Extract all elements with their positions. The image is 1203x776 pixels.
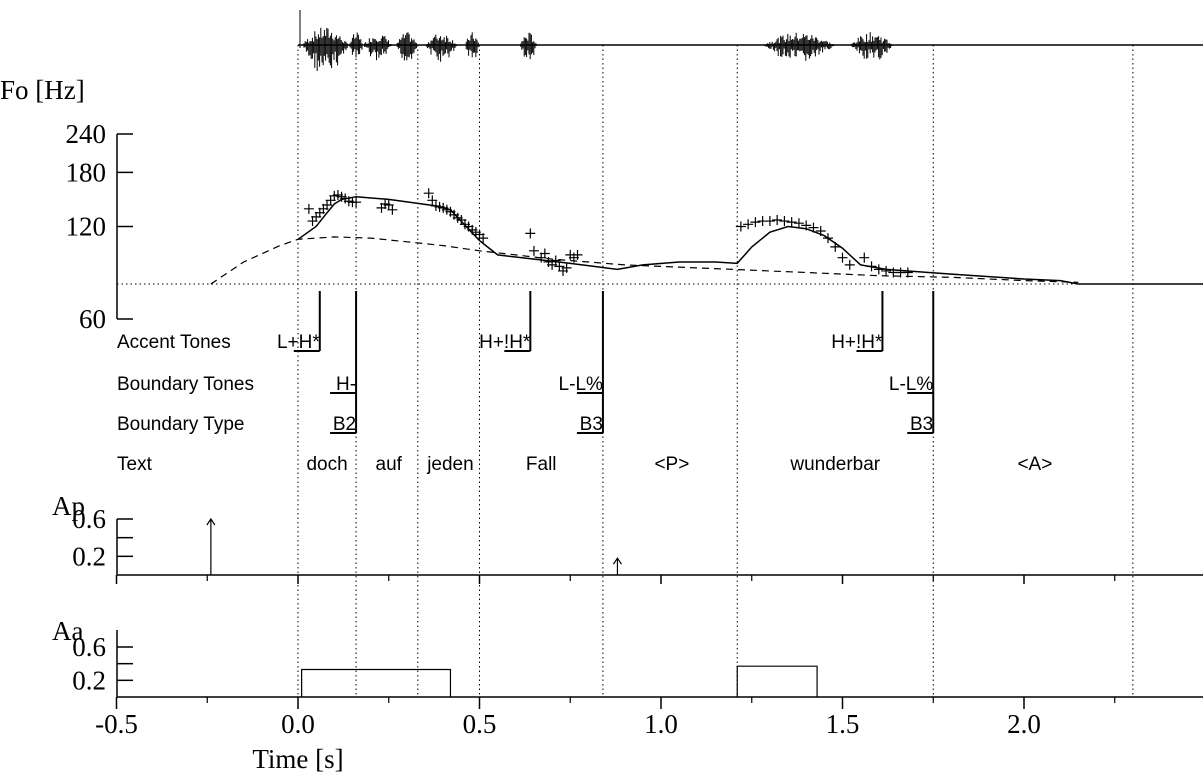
ap-impulse-arrowhead [206,517,216,526]
measured-f0-point [743,219,754,230]
f0-y-axis: 240 180 120 60 [66,119,133,334]
measured-f0-point [837,252,848,263]
waveform-segment [302,27,349,71]
accent-tone-label: H+!H* [479,332,531,353]
measured-f0-point [902,267,913,278]
speech-waveform [298,10,1203,71]
ap-impulse-arrowhead [612,557,622,565]
measured-f0-point [735,221,746,232]
measured-f0-point [351,197,362,208]
x-tick-label: 0.0 [281,709,315,739]
measured-f0-point [772,214,783,225]
measured-f0-point [427,195,438,206]
accent-tone-label: L+H* [277,332,320,353]
tier-row-label: Accent Tones [117,332,231,353]
measured-f0-point [866,261,877,272]
measured-f0-point [750,217,761,228]
waveform-segment [465,32,480,58]
time-axis: -0.5 0.0 0.5 1.0 1.5 2.0 [95,575,1116,739]
text-tier-word: wunderbar [789,454,880,475]
measured-f0-point [561,262,572,273]
segment-boundary-lines [117,45,1203,697]
aa-pulse [736,665,818,697]
measured-f0-point [873,264,884,275]
x-tick-label: 2.0 [1007,709,1041,739]
boundary-tone-label: H- [336,374,356,395]
measured-f0-point [801,220,812,231]
measured-f0-point [881,265,892,276]
boundary-type-label: B3 [580,414,603,435]
waveform-segment [425,34,458,62]
waveform-segment [349,32,364,58]
measured-f0-point [387,204,398,215]
waveform-segment [396,32,419,61]
phrase-component-curve [210,236,1079,285]
measured-f0-point [830,241,841,252]
waveform-segment [850,32,894,60]
ap-axis-label: Ap [52,491,85,521]
measured-f0-point [572,249,583,260]
measured-f0-point [793,218,804,229]
boundary-type-label: B3 [910,414,933,435]
tier-row-label: Text [117,454,153,475]
f0-plot-area [210,188,1203,285]
f0-tick-label: 60 [79,304,106,334]
x-tick-label: -0.5 [95,709,138,739]
ap-panel: 0.60.2 [72,504,1203,576]
boundary-tone-label: L-L% [889,374,933,395]
measured-f0-point [786,217,797,228]
model-f0-contour [297,195,1203,285]
annotation-tiers: Accent Tones Boundary Tones Boundary Type T… [117,291,1052,475]
aa-panel: 0.60.2 [72,630,1203,698]
text-tier-word: jeden [426,454,474,475]
measured-f0-point [764,216,775,227]
tier-row-label: Boundary Type [117,414,244,435]
boundary-type-label: B2 [333,414,356,435]
boundary-tone-label: L-L% [559,374,603,395]
aa-pulse [301,668,452,697]
waveform-segment [763,32,836,61]
measured-f0-point [423,188,434,199]
measured-f0-point [528,245,539,256]
measured-f0-point [539,248,550,259]
ap-tick-label: 0.6 [72,504,106,534]
x-tick-label: 1.5 [826,709,860,739]
text-tier-word: <P> [654,454,689,475]
f0-tick-label: 120 [66,212,107,242]
aa-axis-label: Aa [52,616,83,646]
measured-f0-point [844,259,855,270]
measured-f0-point [550,255,561,266]
waveform-segment [364,35,393,61]
measured-f0-point [303,203,314,214]
x-axis-label: Time [s] [252,744,343,774]
text-tier-word: doch [306,454,347,475]
aa-tick-label: 0.6 [72,632,106,662]
measured-f0-point [525,228,536,239]
measured-f0-point [815,226,826,237]
text-tier-word: <A> [1017,454,1052,475]
measured-f0-point [808,222,819,233]
tier-row-label: Boundary Tones [117,374,254,395]
measured-f0-point [779,216,790,227]
text-tier-word: auf [376,454,403,475]
accent-tone-label: H+!H* [831,332,883,353]
measured-f0-point [822,233,833,244]
f0-axis-label: Fo [Hz] [0,75,85,105]
aa-tick-label: 0.2 [72,665,106,695]
f0-tick-label: 180 [66,157,107,187]
measured-f0-point [859,252,870,263]
measured-f0-point [478,233,489,244]
waveform-segment [520,32,538,60]
text-tier-word: Fall [526,454,557,475]
ap-tick-label: 0.2 [72,541,106,571]
f0-tick-label: 240 [66,119,107,149]
x-tick-label: 1.0 [644,709,678,739]
x-tick-label: 0.5 [463,709,497,739]
